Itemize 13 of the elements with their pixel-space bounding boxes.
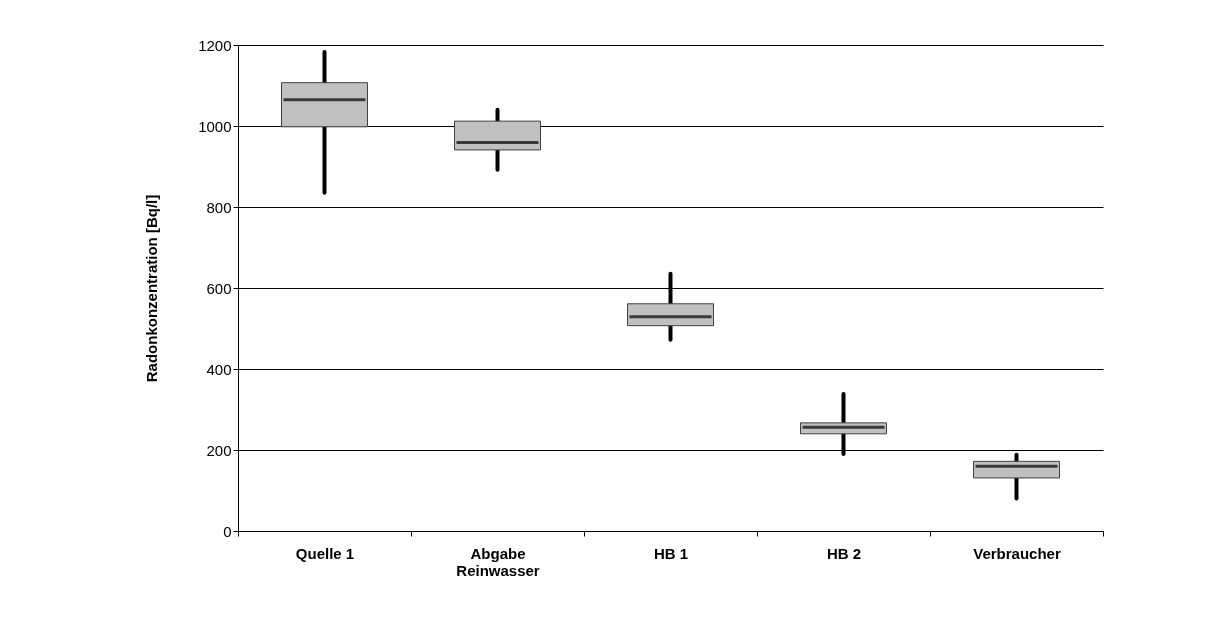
x-tick-label: Abgabe Reinwasser: [456, 544, 540, 579]
y-tick-label: 1000: [198, 117, 232, 135]
y-tick-label: 800: [206, 198, 232, 216]
y-tick-label: 600: [206, 279, 232, 297]
x-tick-label: Verbraucher: [973, 544, 1061, 562]
x-tick-label: HB 2: [826, 544, 862, 562]
y-tick-label: 1200: [198, 36, 232, 54]
y-axis-title: Radonkonzentration [Bq/l]: [143, 194, 161, 383]
y-tick-label: 0: [223, 522, 232, 540]
x-tick-label: HB 1: [653, 544, 689, 562]
y-tick-label: 400: [206, 360, 232, 378]
x-tick-label: Quelle 1: [295, 544, 355, 562]
y-tick-label: 200: [206, 441, 232, 459]
